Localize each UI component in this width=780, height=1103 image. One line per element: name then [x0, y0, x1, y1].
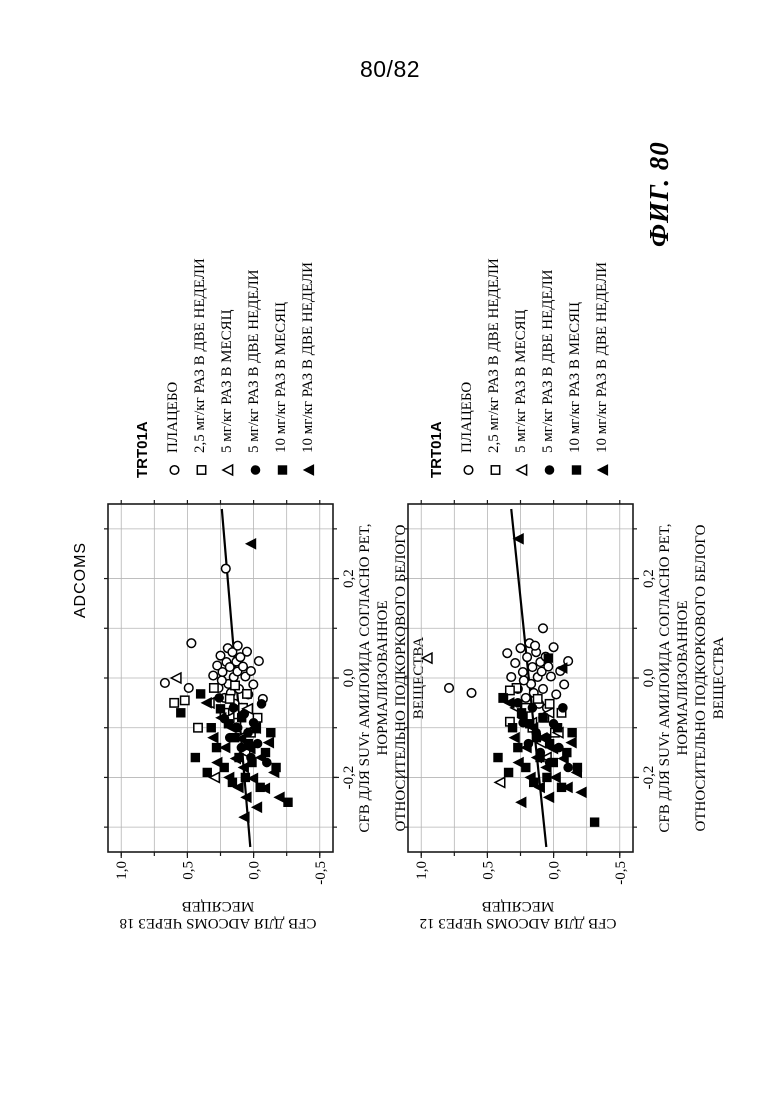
legend-item-label: 10 мг/кг РАЗ В ДВЕ НЕДЕЛИ [300, 261, 316, 453]
svg-text:0,0: 0,0 [547, 861, 563, 880]
legend-item: 2,5 мг/кг РАЗ В ДВЕ НЕДЕЛИ [187, 258, 214, 478]
legend-item-label: 5 мг/кг РАЗ В ДВЕ НЕДЕЛИ [246, 269, 262, 453]
triangle-open-icon [220, 463, 233, 477]
svg-text:0,0: 0,0 [641, 669, 657, 688]
legend-item: 10 мг/кг РАЗ В МЕСЯЦ [268, 258, 295, 478]
legend-18-months: TRT01A ПЛАЦЕБО 2,5 мг/кг РАЗ В ДВЕ НЕДЕЛИ… [134, 258, 322, 478]
circle-open-icon [168, 464, 180, 476]
square-filled-icon [277, 465, 287, 475]
legend-item-label: ПЛАЦЕБО [459, 381, 475, 453]
square-filled-icon [571, 465, 581, 475]
legend-item: 5 мг/кг РАЗ В ДВЕ НЕДЕЛИ [535, 258, 562, 478]
figure-content-rotated: ADCOMS 0,2 0,0 -0,2 1,0 0,5 0,0 -0,5 CFB ДЛЯ A… [70, 110, 727, 940]
plot-frame [407, 503, 634, 853]
x-axis-title-line2: ОТНОСИТЕЛЬНО ПОДКОРКОВОГО БЕЛОГО ВЕЩЕСТВ… [693, 524, 727, 832]
svg-text:0,5: 0,5 [480, 861, 496, 880]
scatter-plot-12-months: 0,2 0,0 -0,2 1,0 0,5 0,0 -0,5 [404, 500, 657, 885]
svg-text:1,0: 1,0 [414, 861, 430, 880]
legend-12-months: TRT01A ПЛАЦЕБО 2,5 мг/кг РАЗ В ДВЕ НЕДЕЛИ… [428, 258, 616, 478]
legend-item: 5 мг/кг РАЗ В МЕСЯЦ [508, 258, 535, 478]
svg-text:-0,5: -0,5 [613, 861, 629, 885]
legend-item-label: 2,5 мг/кг РАЗ В ДВЕ НЕДЕЛИ [486, 258, 502, 453]
svg-text:0,0: 0,0 [247, 861, 263, 880]
gridlines [108, 504, 333, 852]
legend-item-label: 5 мг/кг РАЗ В ДВЕ НЕДЕЛИ [540, 269, 556, 453]
legend-header: TRT01A [428, 421, 445, 478]
x-axis-title-12-months: CFB ДЛЯ SUVr АМИЛОИДА СОГЛАСНО PET, НОРМ… [656, 504, 728, 852]
legend-item-label: 10 мг/кг РАЗ В ДВЕ НЕДЕЛИ [594, 261, 610, 453]
legend-item: ПЛАЦЕБО [454, 258, 481, 478]
tick-labels: 0,2 0,0 -0,2 1,0 0,5 0,0 -0,5 [114, 569, 357, 885]
legend-rows: ПЛАЦЕБО 2,5 мг/кг РАЗ В ДВЕ НЕДЕЛИ 5 мг/кг… [454, 258, 616, 478]
svg-text:0,0: 0,0 [341, 669, 357, 688]
circle-filled-icon [544, 465, 554, 475]
triangle-filled-icon [596, 464, 608, 476]
square-open-icon [490, 465, 500, 475]
legend-item: 10 мг/кг РАЗ В ДВЕ НЕДЕЛИ [589, 258, 616, 478]
square-open-icon [196, 465, 206, 475]
triangle-open-icon [514, 463, 527, 477]
y-axis-title-line2: МЕСЯЦЕВ [181, 898, 255, 914]
y-axis-title-18-months: CFB ДЛЯ ADCOMS ЧЕРЕЗ 18 МЕСЯЦЕВ [78, 897, 358, 931]
legend-item: 10 мг/кг РАЗ В ДВЕ НЕДЕЛИ [295, 258, 322, 478]
series-4-points [493, 653, 600, 827]
legend-item-label: ПЛАЦЕБО [165, 381, 181, 453]
plot-frame [107, 503, 334, 853]
svg-text:-0,5: -0,5 [313, 861, 329, 885]
svg-text:-0,2: -0,2 [641, 766, 657, 790]
figure-label: ФИГ. 80 [644, 141, 674, 247]
legend-item-label: 10 мг/кг РАЗ В МЕСЯЦ [567, 302, 583, 453]
triangle-filled-icon [302, 464, 314, 476]
x-axis-title-line1: CFB ДЛЯ SUVr АМИЛОИДА СОГЛАСНО PET, НОРМ… [657, 523, 691, 833]
svg-text:0,2: 0,2 [641, 569, 657, 588]
svg-text:1,0: 1,0 [114, 861, 130, 880]
scatter-plot-18-months: 0,2 0,0 -0,2 1,0 0,5 0,0 -0,5 [104, 500, 357, 885]
circle-open-icon [462, 464, 474, 476]
tick-labels: 0,2 0,0 -0,2 1,0 0,5 0,0 -0,5 [414, 569, 657, 885]
legend-item-label: 5 мг/кг РАЗ В МЕСЯЦ [513, 309, 529, 454]
svg-text:0,5: 0,5 [180, 861, 196, 880]
y-axis-title-line1: CFB ДЛЯ ADCOMS ЧЕРЕЗ 12 [419, 915, 617, 931]
chart-title: ADCOMS [72, 541, 89, 619]
series-5-points [200, 537, 285, 824]
legend-item: 5 мг/кг РАЗ В ДВЕ НЕДЕЛИ [241, 258, 268, 478]
legend-item: 5 мг/кг РАЗ В МЕСЯЦ [214, 258, 241, 478]
legend-item-label: 10 мг/кг РАЗ В МЕСЯЦ [273, 302, 289, 453]
y-axis-title-line1: CFB ДЛЯ ADCOMS ЧЕРЕЗ 18 [119, 915, 317, 931]
legend-rows: ПЛАЦЕБО 2,5 мг/кг РАЗ В ДВЕ НЕДЕЛИ 5 мг/кг… [160, 258, 322, 478]
series-5-points [503, 532, 587, 809]
y-axis-title-12-months: CFB ДЛЯ ADCOMS ЧЕРЕЗ 12 МЕСЯЦЕВ [378, 897, 658, 931]
legend-item-label: 2,5 мг/кг РАЗ В ДВЕ НЕДЕЛИ [192, 258, 208, 453]
circle-filled-icon [250, 465, 260, 475]
legend-item: 10 мг/кг РАЗ В МЕСЯЦ [562, 258, 589, 478]
legend-item-label: 5 мг/кг РАЗ В МЕСЯЦ [219, 309, 235, 454]
x-axis-title-line1: CFB ДЛЯ SUVr АМИЛОИДА СОГЛАСНО PET, НОРМ… [357, 523, 391, 833]
legend-item: 2,5 мг/кг РАЗ В ДВЕ НЕДЕЛИ [481, 258, 508, 478]
y-axis-title-line2: МЕСЯЦЕВ [481, 898, 555, 914]
legend-item: ПЛАЦЕБО [160, 258, 187, 478]
page-number: 80/82 [359, 56, 421, 82]
legend-header: TRT01A [134, 421, 151, 478]
svg-text:-0,2: -0,2 [341, 766, 357, 790]
svg-text:0,2: 0,2 [341, 569, 357, 588]
